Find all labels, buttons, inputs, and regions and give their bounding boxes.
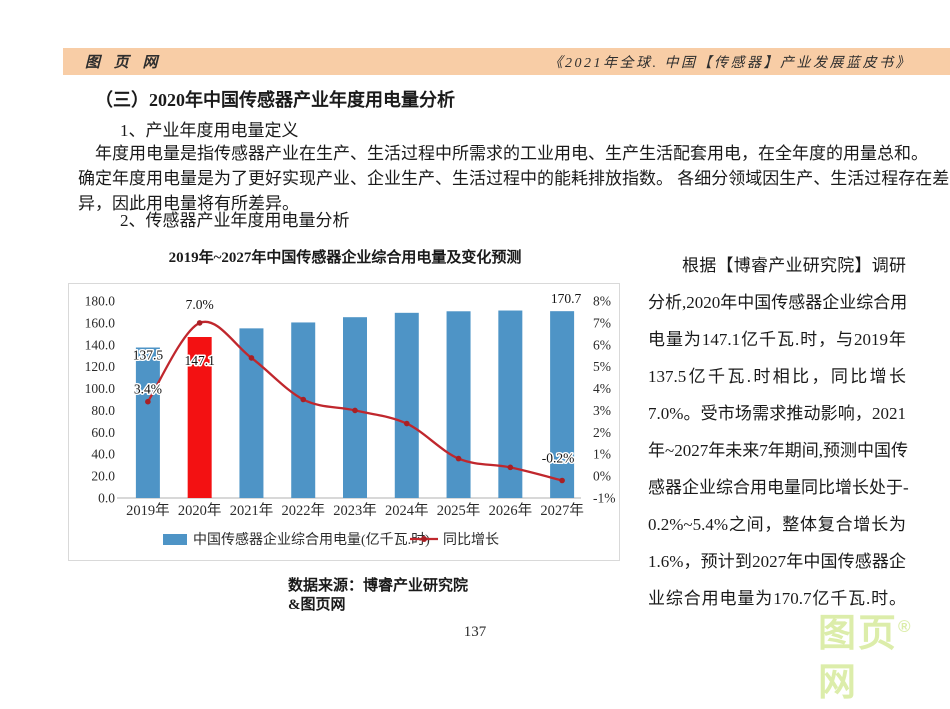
y-left-tick: 0.0: [98, 491, 115, 506]
bar-2025年: [446, 311, 471, 498]
y-left-tick: 160.0: [85, 315, 116, 330]
aside-line: 年~2027年未来7年期间,预测中国传: [648, 441, 908, 460]
y-right-tick: 2%: [593, 425, 611, 440]
bar-2027年: [550, 311, 575, 498]
aside-line: 感器企业综合用电量同比增长处于-: [648, 478, 909, 497]
y-right-tick: 6%: [593, 337, 611, 352]
line-marker-2026年: [507, 464, 514, 471]
header-band: 图 页 网 《2021年全球. 中国【传感器】产业发展蓝皮书》: [63, 48, 950, 75]
aside-line: 根据【博睿产业研究院】调研: [682, 256, 906, 275]
y-right-tick: 8%: [593, 294, 611, 309]
y-right-tick: -1%: [593, 491, 616, 506]
y-left-tick: 140.0: [85, 337, 116, 352]
aside-line: 1.6%，预计到2027年中国传感器企: [648, 552, 906, 571]
site-logo: 图 页 网: [85, 55, 163, 71]
line-marker-2019年: [145, 398, 151, 405]
aside-line: 0.2%~5.4%之间，整体复合增长为: [648, 515, 906, 534]
aside-paragraph: 根据【博睿产业研究院】调研 分析,2020年中国传感器企业综合用 电量为147.…: [648, 247, 909, 617]
line-marker-2024年: [403, 420, 410, 427]
line-marker-2027年: [559, 477, 565, 484]
y-right-tick: 4%: [593, 381, 611, 396]
line-marker-2021年: [248, 355, 255, 361]
line-marker-2020年: [196, 320, 203, 326]
watermark-text: 网: [818, 662, 859, 705]
book-title: 《2021年全球. 中国【传感器】产业发展蓝皮书》: [548, 55, 912, 71]
legend-line-marker: [421, 536, 427, 542]
chart-box: 180.0 160.0 140.0 120.0 100.0 80.0 60.0 40.0 20.…: [68, 283, 620, 561]
body-paragraph-line: 异，因此用电量将有所差异。: [78, 194, 299, 213]
bar-2023年: [343, 317, 367, 498]
legend-line-label: 同比增长: [443, 532, 499, 548]
line-marker-2023年: [352, 407, 358, 414]
bar-2019年: [135, 347, 160, 498]
list-item-analysis: 2、传感器产业年度用电量分析: [120, 211, 350, 230]
legend-bar-label: 中国传感器企业综合用电量(亿千瓦.时): [193, 531, 430, 548]
value-label: 137.5: [133, 348, 164, 363]
x-tick-label: 2021年: [230, 502, 274, 519]
value-label: 147.1: [184, 353, 214, 368]
data-source-line: &图页网: [288, 597, 346, 613]
y-left-tick: 100.0: [85, 381, 116, 396]
line-marker-2022年: [300, 396, 307, 403]
y-left-tick: 120.0: [85, 359, 116, 374]
x-tick-label: 2025年: [437, 502, 481, 519]
body-paragraph-line: 确定年度用电量是为了更好实现产业、企业生产、生活过程中的能耗排放指数。 各细分领…: [78, 169, 950, 188]
combo-chart: 180.0 160.0 140.0 120.0 100.0 80.0 60.0 40.0 20.…: [85, 290, 616, 548]
y-left-tick: 60.0: [91, 425, 115, 440]
y-right-tick: 7%: [593, 315, 611, 330]
watermark-text: 图页: [818, 613, 899, 655]
aside-line: 7.0%。受市场需求推动影响，2021: [648, 404, 906, 423]
chart-title: 2019年~2027年中国传感器企业综合用电量及变化预测: [168, 250, 522, 266]
aside-line: 分析,2020年中国传感器企业综合用: [648, 293, 908, 312]
growth-line: [146, 320, 563, 482]
y-right-tick: 3%: [593, 403, 611, 418]
registered-trademark-icon: ®: [898, 617, 911, 636]
aside-line: 业综合用电量为170.7亿千瓦.时。: [648, 589, 906, 608]
x-tick-label: 2027年: [540, 502, 584, 519]
y-right-tick: 0%: [593, 469, 611, 484]
y-right-tick: 5%: [593, 359, 611, 374]
y-left-tick: 180.0: [85, 294, 116, 309]
body-paragraph-line: 年度用电量是指传感器产业在生产、生活过程中所需求的工业用电、生产生活配套用电，在…: [95, 144, 928, 163]
legend-bar-swatch: [163, 534, 187, 545]
aside-line: 电量为147.1亿千瓦.时，与2019年: [648, 330, 906, 349]
value-label: 3.4%: [134, 382, 162, 397]
y-left-tick: 80.0: [91, 403, 115, 418]
x-tick-label: 2020年: [178, 502, 222, 519]
x-tick-label: 2023年: [333, 502, 377, 519]
bar-2022年: [291, 322, 316, 498]
aside-line: 137.5亿千瓦.时相比，同比增长: [648, 367, 906, 386]
y-left-tick: 40.0: [91, 447, 115, 462]
line-marker-2025年: [455, 455, 462, 462]
value-label: 170.7: [551, 291, 582, 306]
x-tick-label: 2024年: [385, 502, 429, 519]
data-source-line: 数据来源：博睿产业研究院: [288, 578, 469, 594]
y-left-tick: 20.0: [91, 469, 115, 484]
section-title: （三）2020年中国传感器产业年度用电量分析: [95, 90, 455, 110]
page-number: 137: [463, 624, 487, 640]
body-paragraph: 年度用电量是指传感器产业在生产、生活过程中所需求的工业用电、生产生活配套用电，在…: [78, 141, 950, 216]
y-right-tick: 1%: [593, 447, 611, 462]
value-label: 7.0%: [186, 297, 214, 312]
value-label: -0.2%: [542, 450, 575, 465]
list-item-definition: 1、产业年度用电量定义: [120, 121, 299, 140]
bar-2024年: [394, 312, 419, 498]
data-source-note: 数据来源：博睿产业研究院 &图页网: [288, 577, 468, 615]
bar-2021年: [239, 328, 264, 498]
x-tick-label: 2019年: [126, 502, 170, 519]
watermark-logo: 图页® 网: [818, 610, 950, 709]
bar-2020年: [187, 337, 212, 498]
x-tick-label: 2022年: [281, 502, 325, 519]
x-tick-label: 2026年: [489, 502, 533, 519]
